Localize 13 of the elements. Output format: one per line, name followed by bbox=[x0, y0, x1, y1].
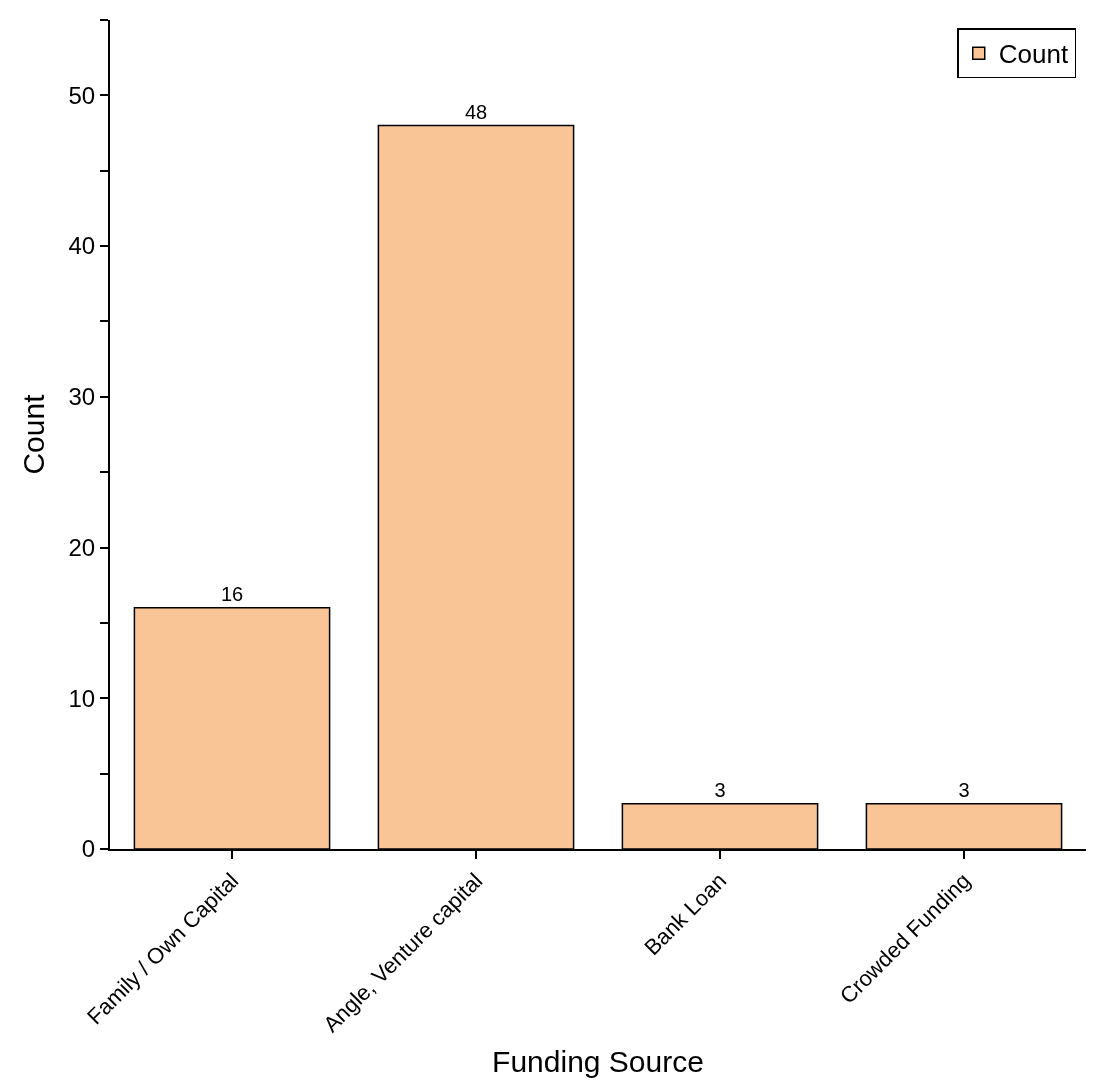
y-tick-label: 0 bbox=[81, 835, 96, 863]
data-label: 48 bbox=[464, 100, 488, 123]
y-axis-title: Count bbox=[17, 393, 50, 475]
y-tick-label: 20 bbox=[68, 533, 96, 561]
data-label: 3 bbox=[714, 778, 726, 801]
y-tick-label: 10 bbox=[68, 684, 96, 712]
legend-label: Count bbox=[998, 39, 1069, 70]
x-axis-title: Funding Source bbox=[492, 1045, 704, 1079]
y-tick-label: 50 bbox=[68, 81, 96, 109]
data-label: 16 bbox=[220, 582, 244, 605]
y-tick-label: 30 bbox=[68, 383, 96, 411]
data-label: 3 bbox=[958, 778, 970, 801]
y-tick-label: 40 bbox=[68, 232, 96, 260]
